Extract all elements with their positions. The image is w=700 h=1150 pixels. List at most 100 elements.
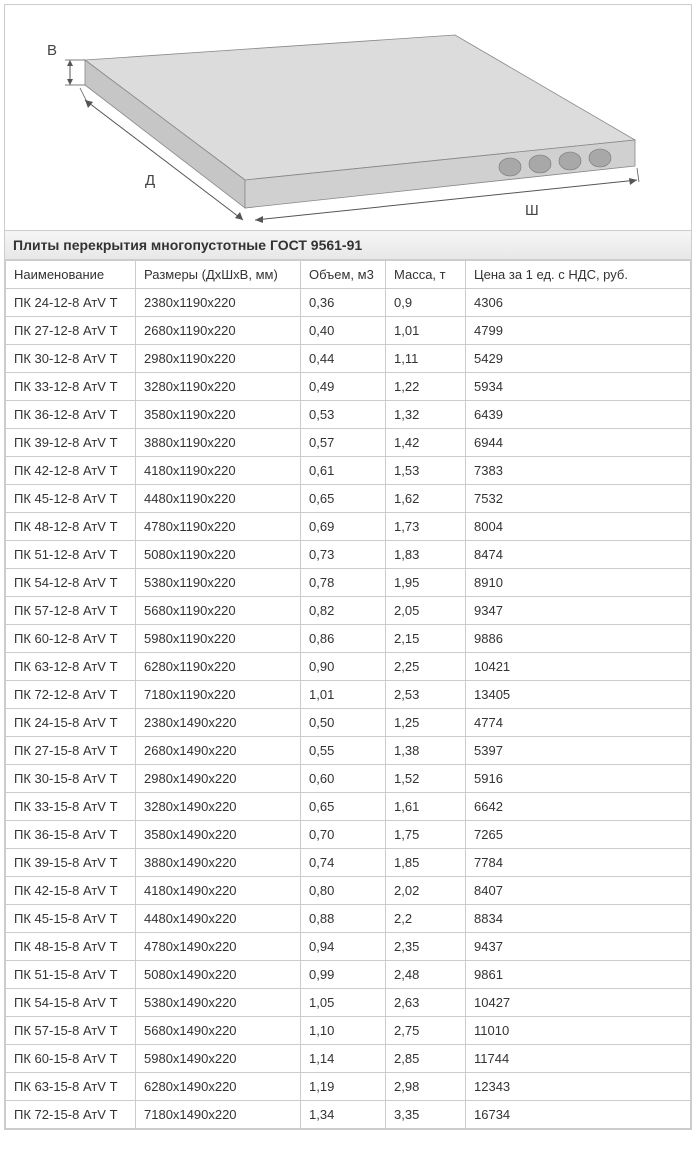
table-cell: 1,34 — [301, 1101, 386, 1129]
product-table-container: В Д Ш Плиты перекрытия многопустотные ГО… — [4, 4, 692, 1130]
table-row: ПК 54-15-8 АтV Т5380х1490х2201,052,63104… — [6, 989, 691, 1017]
table-row: ПК 36-12-8 АтV Т3580х1190х2200,531,32643… — [6, 401, 691, 429]
table-cell: ПК 63-15-8 АтV Т — [6, 1073, 136, 1101]
table-cell: 8910 — [466, 569, 691, 597]
table-cell: 1,83 — [386, 541, 466, 569]
table-row: ПК 51-12-8 АтV Т5080х1190х2200,731,83847… — [6, 541, 691, 569]
table-cell: 7180х1490х220 — [136, 1101, 301, 1129]
table-cell: ПК 51-12-8 АтV Т — [6, 541, 136, 569]
table-cell: ПК 57-15-8 АтV Т — [6, 1017, 136, 1045]
table-row: ПК 27-12-8 АтV Т2680х1190х2200,401,01479… — [6, 317, 691, 345]
col-volume: Объем, м3 — [301, 261, 386, 289]
table-cell: 0,65 — [301, 793, 386, 821]
table-cell: 1,95 — [386, 569, 466, 597]
table-cell: 0,69 — [301, 513, 386, 541]
table-cell: 2380х1190х220 — [136, 289, 301, 317]
table-cell: 5429 — [466, 345, 691, 373]
table-cell: ПК 45-12-8 АтV Т — [6, 485, 136, 513]
table-cell: 6280х1490х220 — [136, 1073, 301, 1101]
table-cell: 0,36 — [301, 289, 386, 317]
table-cell: 1,52 — [386, 765, 466, 793]
table-cell: 5680х1490х220 — [136, 1017, 301, 1045]
table-cell: 1,62 — [386, 485, 466, 513]
table-row: ПК 42-15-8 АтV Т4180х1490х2200,802,02840… — [6, 877, 691, 905]
table-cell: 0,73 — [301, 541, 386, 569]
table-cell: 0,57 — [301, 429, 386, 457]
table-cell: 0,40 — [301, 317, 386, 345]
table-cell: 2,85 — [386, 1045, 466, 1073]
table-cell: 16734 — [466, 1101, 691, 1129]
table-cell: 1,53 — [386, 457, 466, 485]
table-cell: 8474 — [466, 541, 691, 569]
table-cell: 2,05 — [386, 597, 466, 625]
table-cell: 4480х1190х220 — [136, 485, 301, 513]
table-row: ПК 63-12-8 АтV Т6280х1190х2200,902,25104… — [6, 653, 691, 681]
table-cell: 5397 — [466, 737, 691, 765]
table-cell: ПК 57-12-8 АтV Т — [6, 597, 136, 625]
table-cell: ПК 63-12-8 АтV Т — [6, 653, 136, 681]
table-cell: ПК 27-12-8 АтV Т — [6, 317, 136, 345]
table-cell: 0,90 — [301, 653, 386, 681]
table-cell: 1,32 — [386, 401, 466, 429]
table-row: ПК 57-12-8 АтV Т5680х1190х2200,822,05934… — [6, 597, 691, 625]
table-cell: 5380х1190х220 — [136, 569, 301, 597]
table-row: ПК 42-12-8 АтV Т4180х1190х2200,611,53738… — [6, 457, 691, 485]
table-cell: 0,53 — [301, 401, 386, 429]
table-cell: 1,01 — [301, 681, 386, 709]
table-cell: 0,99 — [301, 961, 386, 989]
col-size: Размеры (ДхШхВ, мм) — [136, 261, 301, 289]
table-row: ПК 51-15-8 АтV Т5080х1490х2200,992,48986… — [6, 961, 691, 989]
table-cell: 3280х1190х220 — [136, 373, 301, 401]
table-cell: 11744 — [466, 1045, 691, 1073]
table-row: ПК 24-12-8 АтV Т2380х1190х2200,360,94306 — [6, 289, 691, 317]
dim-height-label: В — [47, 42, 57, 59]
table-cell: ПК 60-15-8 АтV Т — [6, 1045, 136, 1073]
table-cell: 2,98 — [386, 1073, 466, 1101]
table-row: ПК 57-15-8 АтV Т5680х1490х2201,102,75110… — [6, 1017, 691, 1045]
table-cell: 1,19 — [301, 1073, 386, 1101]
table-row: ПК 72-15-8 АтV Т7180х1490х2201,343,35167… — [6, 1101, 691, 1129]
table-cell: 5980х1490х220 — [136, 1045, 301, 1073]
table-cell: ПК 27-15-8 АтV Т — [6, 737, 136, 765]
table-cell: 2,35 — [386, 933, 466, 961]
table-row: ПК 54-12-8 АтV Т5380х1190х2200,781,95891… — [6, 569, 691, 597]
table-cell: 13405 — [466, 681, 691, 709]
table-cell: 5080х1190х220 — [136, 541, 301, 569]
table-cell: 1,25 — [386, 709, 466, 737]
table-cell: ПК 30-12-8 АтV Т — [6, 345, 136, 373]
table-row: ПК 39-12-8 АтV Т3880х1190х2200,571,42694… — [6, 429, 691, 457]
table-cell: 4780х1490х220 — [136, 933, 301, 961]
table-cell: 7532 — [466, 485, 691, 513]
table-cell: 11010 — [466, 1017, 691, 1045]
slab-diagram: В Д Ш — [5, 5, 691, 230]
table-cell: 4180х1490х220 — [136, 877, 301, 905]
table-cell: 2,2 — [386, 905, 466, 933]
table-cell: 2,02 — [386, 877, 466, 905]
table-cell: 1,38 — [386, 737, 466, 765]
table-cell: 10421 — [466, 653, 691, 681]
table-cell: 8004 — [466, 513, 691, 541]
table-cell: ПК 36-15-8 АтV Т — [6, 821, 136, 849]
table-row: ПК 27-15-8 АтV Т2680х1490х2200,551,38539… — [6, 737, 691, 765]
col-price: Цена за 1 ед. с НДС, руб. — [466, 261, 691, 289]
table-cell: ПК 60-12-8 АтV Т — [6, 625, 136, 653]
table-cell: 6944 — [466, 429, 691, 457]
table-cell: 7383 — [466, 457, 691, 485]
table-cell: ПК 33-12-8 АтV Т — [6, 373, 136, 401]
table-cell: 7784 — [466, 849, 691, 877]
table-cell: 0,61 — [301, 457, 386, 485]
table-cell: 1,05 — [301, 989, 386, 1017]
table-row: ПК 48-12-8 АтV Т4780х1190х2200,691,73800… — [6, 513, 691, 541]
table-cell: 3880х1490х220 — [136, 849, 301, 877]
table-cell: 3,35 — [386, 1101, 466, 1129]
table-cell: 0,88 — [301, 905, 386, 933]
table-cell: 4774 — [466, 709, 691, 737]
table-cell: 2680х1190х220 — [136, 317, 301, 345]
table-row: ПК 48-15-8 АтV Т4780х1490х2200,942,35943… — [6, 933, 691, 961]
table-cell: 2,53 — [386, 681, 466, 709]
table-title: Плиты перекрытия многопустотные ГОСТ 956… — [5, 230, 691, 260]
table-header-row: Наименование Размеры (ДхШхВ, мм) Объем, … — [6, 261, 691, 289]
dim-width-label: Ш — [525, 202, 539, 219]
table-cell: 5980х1190х220 — [136, 625, 301, 653]
table-cell: 2,48 — [386, 961, 466, 989]
